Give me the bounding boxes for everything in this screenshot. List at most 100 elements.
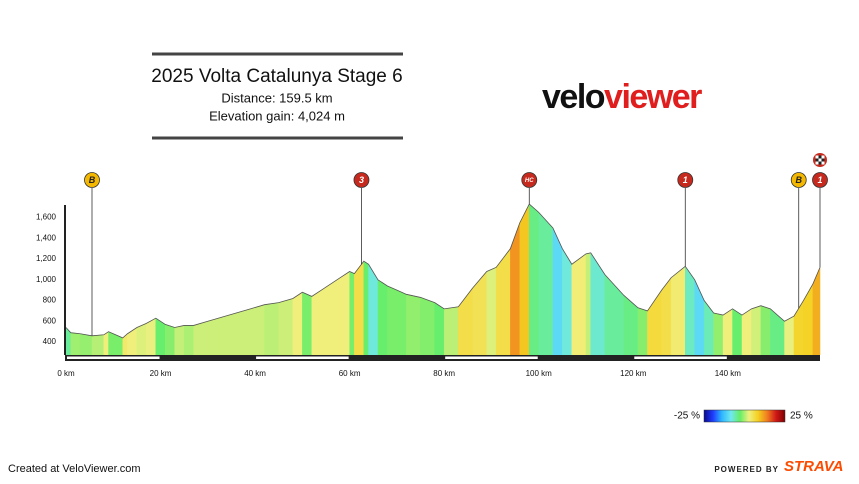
y-tick-label: 1,600 <box>36 213 57 222</box>
x-tick-label: 0 km <box>57 369 75 378</box>
profile-segment <box>637 307 648 356</box>
profile-segment <box>235 308 251 356</box>
logo-part: viewer <box>604 78 702 116</box>
profile-segment <box>741 308 752 356</box>
profile-segment <box>510 222 521 356</box>
climb-marker <box>812 172 828 188</box>
profile-segment <box>703 299 714 356</box>
profile-segment <box>571 253 587 356</box>
finish-check <box>818 161 822 165</box>
climb-marker <box>521 172 538 188</box>
x-tick-label: 60 km <box>339 369 361 378</box>
x-tick-label: 40 km <box>244 369 266 378</box>
climb-marker <box>677 172 694 188</box>
finish-check <box>821 161 825 165</box>
finish-check <box>818 158 822 162</box>
climb-marker <box>790 172 807 188</box>
profile-segment <box>127 327 138 356</box>
profile-segment <box>70 332 81 356</box>
profile-segment <box>779 316 785 356</box>
profile-segment <box>349 271 355 356</box>
profile-segment <box>183 325 194 356</box>
profile-segment <box>174 325 185 356</box>
climb-marker <box>84 172 100 188</box>
profile-segment <box>585 252 591 356</box>
profile-segment <box>363 260 369 356</box>
plot: 0 km 20 km 40 km 60 km 80 km 100 km 120 km 140 … <box>36 153 828 423</box>
title: 2025 Volta Catalunya Stage 6 <box>151 66 402 87</box>
profile-segment <box>443 306 459 356</box>
profile-segment <box>321 283 331 356</box>
profile-segment <box>207 316 223 356</box>
y-tick-label: 1,200 <box>36 254 57 263</box>
y-tick-label: 800 <box>43 296 57 305</box>
profile-segment <box>377 279 388 356</box>
climb-label: B <box>89 175 96 185</box>
x-tick-label: 80 km <box>433 369 455 378</box>
x-band <box>445 356 538 359</box>
climb-label: 3 <box>359 175 364 185</box>
x-tick-label: 20 km <box>150 369 172 378</box>
profile-segment <box>434 302 445 356</box>
profile-segment <box>519 203 530 356</box>
x-band <box>256 356 349 359</box>
profile-segment <box>302 291 313 356</box>
finish-check <box>818 155 822 159</box>
y-tick-label: 600 <box>43 316 57 325</box>
profile-segment <box>264 302 279 356</box>
profile-segment <box>311 289 322 356</box>
profile-segment <box>160 320 166 356</box>
y-tick-label: 1,400 <box>36 233 57 242</box>
x-band <box>67 356 160 359</box>
profile-segment <box>713 312 724 356</box>
profile-segment <box>760 305 771 356</box>
profile-segment <box>292 291 303 356</box>
logo-part: velo <box>542 78 605 116</box>
profile-segment <box>784 315 795 356</box>
profile-segment <box>387 285 398 356</box>
finish-check <box>821 155 825 159</box>
color-bar-label: 25 % <box>790 411 813 422</box>
profile-segment <box>538 211 554 356</box>
profile-segment <box>472 270 487 356</box>
profile-segment <box>486 266 497 356</box>
finish-check <box>815 161 819 165</box>
climb-label: 1 <box>683 175 688 185</box>
profile-segment <box>91 334 105 356</box>
profile-segment <box>732 308 743 356</box>
profile-segment <box>420 297 435 356</box>
powered-by: POWERED BY <box>714 465 779 474</box>
logo: veloviewer <box>542 78 702 116</box>
profile-segment <box>339 271 350 356</box>
profile-segment <box>722 308 733 356</box>
profile-outline <box>65 203 821 339</box>
finish-check <box>815 158 819 162</box>
profile-segment <box>751 305 762 356</box>
profile-segment <box>458 287 473 356</box>
profile-segment <box>165 324 175 356</box>
profile-segment <box>155 317 161 356</box>
x-tick-label: 120 km <box>620 369 647 378</box>
profile-segment <box>529 203 539 356</box>
profile-segment <box>278 298 294 356</box>
created-by: Created at VeloViewer.com <box>8 463 140 475</box>
profile-segment <box>146 317 157 356</box>
profile-segment <box>103 331 109 356</box>
profile-segment <box>221 312 237 356</box>
profile-segment <box>330 277 341 356</box>
climb-marker <box>353 172 370 188</box>
climb-label: B <box>795 175 802 185</box>
profile-segment <box>661 276 672 356</box>
finish-check <box>821 158 825 162</box>
profile-segment <box>604 273 625 356</box>
x-tick-label: 140 km <box>715 369 742 378</box>
profile-segment <box>136 322 147 356</box>
x-axis-band <box>65 355 820 361</box>
profile-segment <box>250 304 265 356</box>
y-tick-label: 400 <box>43 337 57 346</box>
profile-segment <box>406 294 421 356</box>
y-tick-label: 1,000 <box>36 275 57 284</box>
color-bar <box>703 409 786 423</box>
profile-segment <box>685 265 695 356</box>
climb-label: HC <box>525 178 534 184</box>
